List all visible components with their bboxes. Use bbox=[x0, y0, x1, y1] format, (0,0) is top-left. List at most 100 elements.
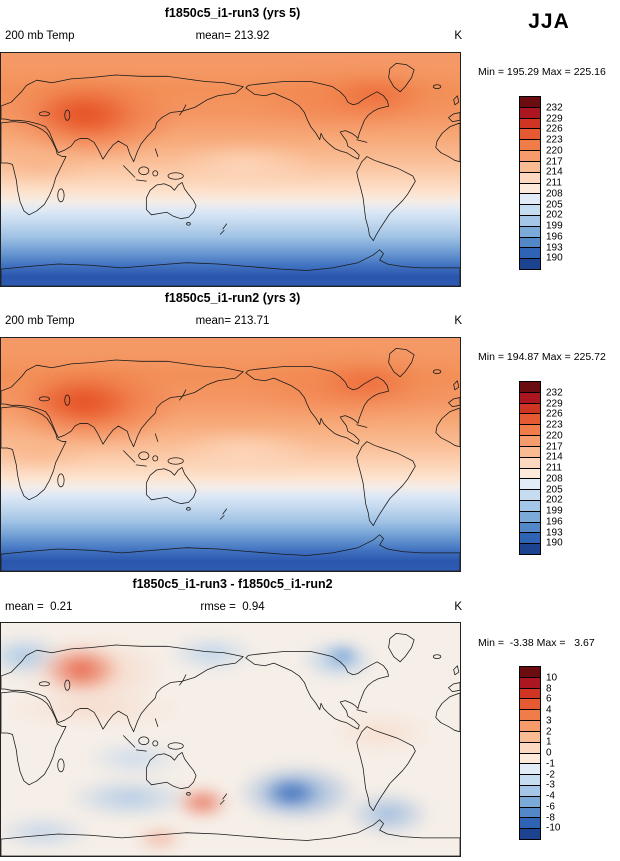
colorbar-segment bbox=[520, 139, 540, 151]
colorbar-segment bbox=[520, 687, 540, 699]
colorbar-segment bbox=[520, 402, 540, 414]
colorbar-segment bbox=[520, 817, 540, 829]
colorbar-tick-label: -8 bbox=[546, 812, 555, 823]
colorbar-segment bbox=[520, 106, 540, 118]
panel1-colorbar: 232 229 226 223 220 217 214 211 208 205 202 199 196 1… bbox=[519, 96, 563, 270]
colorbar-segment bbox=[520, 160, 540, 172]
cool-diff-blob bbox=[65, 776, 194, 819]
colorbar-tick-label: 217 bbox=[546, 441, 563, 452]
panel1-variable-label: 200 mb Temp bbox=[5, 30, 75, 42]
panel2-mean-stat: mean= 213.71 bbox=[195, 315, 270, 327]
colorbar-tick-label: 4 bbox=[546, 704, 552, 716]
colorbar-segment bbox=[520, 676, 540, 688]
colorbar-tick-label: 223 bbox=[546, 134, 563, 146]
colorbar-segment bbox=[520, 752, 540, 764]
warm-core-blob bbox=[33, 90, 135, 137]
colorbar-tick-label: 202 bbox=[546, 209, 563, 221]
warm-diff-core bbox=[175, 786, 231, 819]
colorbar-segment bbox=[520, 667, 540, 677]
panel2-variable-label: 200 mb Temp bbox=[5, 315, 75, 327]
panel2-title: f1850c5_i1-run2 (yrs 3) bbox=[164, 291, 301, 305]
colorbar-segment bbox=[520, 456, 540, 468]
colorbar-tick-label: 2 bbox=[546, 726, 552, 737]
panel3-title: f1850c5_i1-run3 - f1850c5_i1-run2 bbox=[132, 577, 333, 591]
colorbar-segment bbox=[520, 720, 540, 731]
colorbar-tick-label: 8 bbox=[546, 683, 552, 694]
panel3-rmse-stat: rmse = 0.94 bbox=[200, 601, 265, 613]
colorbar-tick-label: 205 bbox=[546, 484, 563, 495]
cool-diff-core bbox=[262, 779, 318, 808]
season-label: JJA bbox=[528, 10, 570, 33]
colorbar-tick-label: 0 bbox=[546, 747, 552, 759]
panel1-units-label: K bbox=[454, 30, 462, 42]
colorbar-tick-label: 6 bbox=[546, 693, 552, 705]
colorbar-tick-label: 226 bbox=[546, 408, 563, 420]
colorbar-segment bbox=[520, 247, 540, 259]
colorbar-segment bbox=[520, 117, 540, 129]
panel3-units-label: K bbox=[454, 601, 462, 613]
colorbar-segment bbox=[520, 225, 540, 237]
colorbar-tick-label: 232 bbox=[546, 387, 563, 399]
panel1-minmax: Min = 195.29 Max = 225.16 bbox=[478, 66, 606, 78]
colorbar-segment bbox=[520, 763, 540, 775]
map-difference bbox=[0, 622, 461, 857]
colorbar-tick-label: 229 bbox=[546, 113, 563, 124]
colorbar-tick-label: 1 bbox=[546, 736, 552, 748]
colorbar-segment bbox=[520, 445, 540, 457]
colorbar-tick-label: 10 bbox=[546, 672, 558, 684]
colorbar-tick-label: 193 bbox=[546, 242, 563, 253]
warm-diff-band bbox=[1, 692, 185, 726]
cool-diff-blob bbox=[345, 790, 433, 838]
warm-core-blob bbox=[322, 363, 415, 401]
colorbar-tick-label: -3 bbox=[546, 779, 555, 791]
colorbar-segment bbox=[520, 97, 540, 107]
map-run3 bbox=[0, 52, 461, 287]
colorbar-tick-label: 220 bbox=[546, 430, 563, 442]
colorbar-tick-label: 199 bbox=[546, 220, 563, 232]
colorbar-segment bbox=[520, 521, 540, 533]
warm-diff-core bbox=[42, 646, 121, 693]
warm-diff-blob bbox=[331, 711, 433, 754]
colorbar-tick-label: 190 bbox=[546, 252, 563, 264]
colorbar-segment bbox=[520, 709, 540, 721]
colorbar-tick-label: 214 bbox=[546, 451, 563, 463]
panel2-units-label: K bbox=[454, 315, 462, 327]
colorbar-segment bbox=[520, 236, 540, 248]
colorbar-segment bbox=[520, 478, 540, 490]
colorbar-segment bbox=[520, 171, 540, 183]
colorbar-tick-label: 208 bbox=[546, 473, 563, 485]
colorbar-segment bbox=[520, 510, 540, 522]
cool-diff-blob bbox=[1, 814, 93, 852]
colorbar-segment bbox=[520, 774, 540, 785]
colorbar-segment bbox=[520, 730, 540, 742]
colorbar-tick-label: -10 bbox=[546, 822, 561, 834]
cool-diff-core bbox=[326, 646, 359, 665]
coastline-map bbox=[1, 62, 460, 286]
colorbar-tick-label: 214 bbox=[546, 166, 563, 178]
colorbar-tick-label: 205 bbox=[546, 199, 563, 210]
colorbar-tick-label: 196 bbox=[546, 516, 563, 528]
panel3-mean-stat: mean = 0.21 bbox=[5, 601, 73, 613]
map-run2 bbox=[0, 337, 461, 572]
panel3-minmax: Min = -3.38 Max = 3.67 bbox=[478, 637, 595, 649]
colorbar-segment bbox=[520, 698, 540, 710]
colorbar-segment bbox=[520, 467, 540, 479]
colorbar-tick-label: -2 bbox=[546, 769, 555, 780]
colorbar-tick-label: 211 bbox=[546, 177, 562, 189]
colorbar-tick-label: 3 bbox=[546, 715, 552, 727]
coastline-map bbox=[1, 347, 460, 571]
colorbar-segment bbox=[520, 413, 540, 425]
colorbar-segment bbox=[520, 543, 540, 554]
colorbar-tick-label: 232 bbox=[546, 102, 563, 114]
colorbar-tick-label: -1 bbox=[546, 758, 555, 770]
colorbar-segment bbox=[520, 795, 540, 807]
colorbar-tick-label: 226 bbox=[546, 123, 563, 135]
colorbar-tick-label: 217 bbox=[546, 156, 563, 167]
colorbar-segment bbox=[520, 532, 540, 544]
colorbar-segment bbox=[520, 424, 540, 436]
colorbar-segment bbox=[520, 741, 540, 753]
colorbar-tick-label: 208 bbox=[546, 188, 563, 200]
colorbar-segment bbox=[520, 128, 540, 140]
colorbar-segment bbox=[520, 204, 540, 215]
